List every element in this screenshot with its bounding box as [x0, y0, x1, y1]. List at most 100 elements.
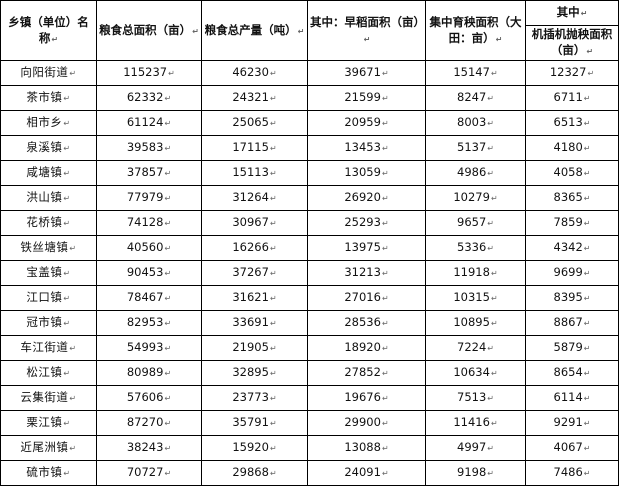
machine-area-cell-value: 4067 — [553, 440, 583, 454]
grain-output-cell-value: 24321 — [232, 90, 269, 104]
nursery-area-cell: 5336↵ — [425, 235, 526, 261]
grain-output-cell: 37267↵ — [201, 260, 308, 286]
cell-end-mark: ↵ — [381, 344, 389, 353]
table-row: 江口镇↵ 78467↵ 31621↵ 27016↵ 10315↵ 8395↵ — [0, 285, 619, 311]
grain-area-cell-value: 115237 — [123, 65, 168, 79]
grain-output-cell-value: 21905 — [232, 340, 269, 354]
grain-area-cell: 82953↵ — [96, 310, 202, 336]
cell-end-mark: ↵ — [164, 394, 172, 403]
machine-area-cell-value: 6711 — [553, 90, 583, 104]
grain-output-cell-value: 29868 — [232, 465, 269, 479]
grain-area-cell-value: 61124 — [126, 115, 164, 129]
township-cell: 硫市镇↵ — [0, 460, 97, 486]
machine-area-cell-value: 4342 — [553, 240, 583, 254]
nursery-area-cell: 10634↵ — [425, 360, 526, 386]
township-cell: 洪山镇↵ — [0, 185, 97, 211]
machine-area-cell: 4342↵ — [525, 235, 619, 261]
table-row: 洪山镇↵ 77979↵ 31264↵ 26920↵ 10279↵ 8365↵ — [0, 185, 619, 211]
nursery-area-cell-value: 8003 — [457, 115, 487, 129]
grain-area-cell-value: 62332 — [126, 90, 164, 104]
machine-area-cell-value: 4180 — [553, 140, 583, 154]
cell-end-mark: ↵ — [69, 69, 77, 78]
cell-end-mark: ↵ — [164, 244, 172, 253]
grain-area-cell: 62332↵ — [96, 85, 202, 111]
early-rice-area-cell: 13088↵ — [307, 435, 426, 461]
grain-area-cell: 61124↵ — [96, 110, 202, 136]
township-cell-value: 松江镇 — [26, 365, 63, 379]
cell-end-mark: ↵ — [269, 244, 277, 253]
cell-end-mark: ↵ — [583, 194, 591, 203]
nursery-area-cell: 11918↵ — [425, 260, 526, 286]
cell-end-mark: ↵ — [583, 394, 591, 403]
machine-area-cell: 8365↵ — [525, 185, 619, 211]
table-row: 花桥镇↵ 74128↵ 30967↵ 25293↵ 9657↵ 7859↵ — [0, 210, 619, 236]
machine-area-cell-value: 8867 — [553, 315, 583, 329]
nursery-area-cell-value: 9657 — [457, 215, 487, 229]
machine-area-cell-value: 8654 — [553, 365, 583, 379]
early-rice-area-cell-value: 19676 — [344, 390, 381, 404]
township-cell: 松江镇↵ — [0, 360, 97, 386]
township-cell-value: 近尾洲镇 — [20, 440, 69, 454]
table-row: 相市乡↵ 61124↵ 25065↵ 20959↵ 8003↵ 6513↵ — [0, 110, 619, 136]
township-cell: 铁丝塘镇↵ — [0, 235, 97, 261]
early-rice-area-cell: 20959↵ — [307, 110, 426, 136]
township-cell-value: 洪山镇 — [26, 190, 63, 204]
nursery-area-cell-value: 9198 — [457, 465, 487, 479]
cell-end-mark: ↵ — [269, 419, 277, 428]
early-rice-area-cell-value: 28536 — [344, 315, 381, 329]
grain-area-cell: 38243↵ — [96, 435, 202, 461]
cell-end-mark: ↵ — [269, 344, 277, 353]
nursery-area-cell-value: 10634 — [453, 365, 490, 379]
cell-end-mark: ↵ — [69, 344, 77, 353]
early-rice-area-cell: 24091↵ — [307, 460, 426, 486]
table-row: 咸塘镇↵ 37857↵ 15113↵ 13059↵ 4986↵ 4058↵ — [0, 160, 619, 186]
grain-area-cell: 78467↵ — [96, 285, 202, 311]
cell-end-mark: ↵ — [69, 394, 77, 403]
cell-end-mark: ↵ — [269, 319, 277, 328]
nursery-area-cell-value: 10315 — [453, 290, 490, 304]
township-cell-value: 泉溪镇 — [26, 140, 63, 154]
grain-area-cell: 37857↵ — [96, 160, 202, 186]
grain-area-cell: 57606↵ — [96, 385, 202, 411]
early-rice-area-cell-value: 27016 — [344, 290, 381, 304]
grain-area-cell-value: 57606 — [126, 390, 164, 404]
machine-area-cell: 5879↵ — [525, 335, 619, 361]
table-row: 松江镇↵ 80989↵ 32895↵ 27852↵ 10634↵ 8654↵ — [0, 360, 619, 386]
grain-output-cell-value: 33691 — [232, 315, 269, 329]
cell-end-mark: ↵ — [583, 244, 591, 253]
table-row: 铁丝塘镇↵ 40560↵ 16266↵ 13975↵ 5336↵ 4342↵ — [0, 235, 619, 261]
cell-end-mark: ↵ — [586, 47, 594, 56]
nursery-area-cell: 7224↵ — [425, 335, 526, 361]
grain-area-cell: 80989↵ — [96, 360, 202, 386]
table-body: 向阳街道↵ 115237↵ 46230↵ 39671↵ 15147↵ 12327↵ 茶市镇↵… — [0, 60, 619, 486]
grain-area-cell-value: 74128 — [126, 215, 164, 229]
grain-area-cell-value: 40560 — [126, 240, 164, 254]
table-row: 泉溪镇↵ 39583↵ 17115↵ 13453↵ 5137↵ 4180↵ — [0, 135, 619, 161]
cell-end-mark: ↵ — [269, 469, 277, 478]
cell-end-mark: ↵ — [269, 119, 277, 128]
machine-area-cell: 8867↵ — [525, 310, 619, 336]
nursery-area-cell: 4997↵ — [425, 435, 526, 461]
township-cell: 茶市镇↵ — [0, 85, 97, 111]
cell-end-mark: ↵ — [164, 194, 172, 203]
grain-area-cell-value: 37857 — [126, 165, 164, 179]
machine-area-cell-value: 9699 — [553, 265, 583, 279]
header-grain-area: 粮食总面积（亩）↵ — [96, 0, 202, 61]
cell-end-mark: ↵ — [583, 294, 591, 303]
grain-output-cell-value: 31264 — [232, 190, 269, 204]
cell-end-mark: ↵ — [381, 194, 389, 203]
grain-output-cell-value: 31621 — [232, 290, 269, 304]
grain-area-cell: 115237↵ — [96, 60, 202, 86]
grain-output-cell-value: 17115 — [232, 140, 269, 154]
nursery-area-cell-value: 10895 — [453, 315, 490, 329]
cell-end-mark: ↵ — [63, 419, 71, 428]
cell-end-mark: ↵ — [63, 144, 71, 153]
nursery-area-cell-value: 15147 — [453, 65, 490, 79]
cell-end-mark: ↵ — [583, 469, 591, 478]
cell-end-mark: ↵ — [583, 319, 591, 328]
grain-area-cell-value: 80989 — [126, 365, 164, 379]
early-rice-area-cell: 21599↵ — [307, 85, 426, 111]
cell-end-mark: ↵ — [490, 194, 498, 203]
header-early-rice-area: 其中：早稻面积（亩） ↵ — [307, 0, 426, 61]
cell-end-mark: ↵ — [269, 444, 277, 453]
